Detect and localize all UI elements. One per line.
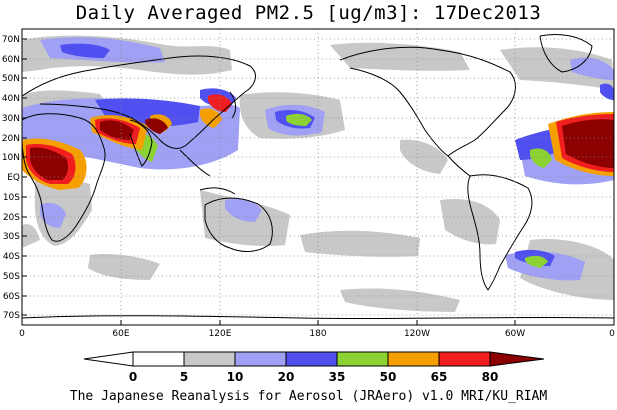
lon-label: 120W — [404, 329, 430, 339]
graticule — [22, 29, 614, 325]
colorbar-box — [336, 351, 389, 367]
lat-label: 60N — [2, 55, 20, 65]
lat-label: 30N — [2, 114, 20, 124]
lat-label: 70N — [2, 35, 20, 45]
lat-label: 60S — [3, 292, 20, 302]
lon-label: 120E — [209, 329, 232, 339]
colorbar-label: 80 — [482, 370, 499, 384]
lat-label: 30S — [3, 232, 20, 242]
lon-label: 60W — [505, 329, 525, 339]
colorbar-label: 10 — [227, 370, 244, 384]
lat-label: 20S — [3, 213, 20, 223]
colorbar-box — [438, 351, 491, 367]
lat-label: 50S — [3, 272, 20, 282]
colorbar-labels: 0 5 10 20 35 50 65 80 — [129, 370, 499, 384]
lat-label: 10S — [3, 193, 20, 203]
lat-label: 70S — [3, 311, 20, 321]
lat-label: 20N — [2, 134, 20, 144]
lat-label: 40S — [3, 252, 20, 262]
colorbar — [83, 351, 545, 367]
colorbar-arrow-low — [83, 351, 134, 367]
axis-ticks — [21, 38, 615, 325]
colorbar-label: 35 — [329, 370, 346, 384]
lon-label: 180 — [309, 329, 326, 339]
lon-label: 0 — [19, 329, 25, 339]
colorbar-label: 65 — [431, 370, 448, 384]
colorbar-box — [387, 351, 440, 367]
lat-label: EQ — [7, 173, 20, 183]
lon-label: 0 — [609, 329, 615, 339]
latitude-labels: 70N 60N 50N 40N 30N 20N 10N EQ 10S 20S 3… — [2, 35, 20, 321]
longitude-labels: 0 60E 120E 180 120W 60W 0 — [19, 329, 615, 339]
coastlines — [22, 33, 614, 320]
lon-label: 60E — [112, 329, 129, 339]
lat-label: 10N — [2, 153, 20, 163]
colorbar-label: 20 — [278, 370, 295, 384]
colorbar-label: 50 — [380, 370, 397, 384]
footer-caption: The Japanese Reanalysis for Aerosol (JRA… — [69, 389, 548, 404]
colorbar-box — [234, 351, 287, 367]
lat-label: 50N — [2, 74, 20, 84]
colorbar-label: 5 — [180, 370, 188, 384]
colorbar-label: 0 — [129, 370, 137, 384]
colorbar-box — [183, 351, 236, 367]
colorbar-box — [285, 351, 338, 367]
colorbar-arrow-high — [489, 351, 545, 367]
map-title: Daily Averaged PM2.5 [ug/m3]: 17Dec2013 — [75, 2, 542, 24]
pm25-map: 70N 60N 50N 40N 30N 20N 10N EQ 10S 20S 3… — [2, 28, 615, 384]
lat-label: 40N — [2, 94, 20, 104]
